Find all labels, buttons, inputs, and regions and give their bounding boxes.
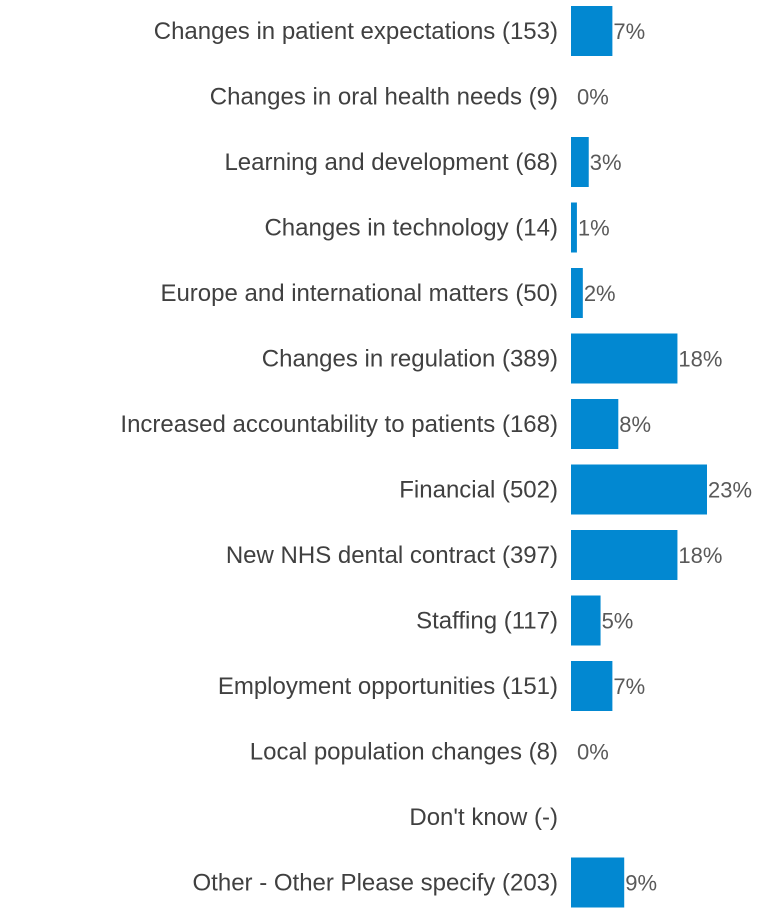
data-label: 7% <box>613 19 645 44</box>
data-label: 18% <box>678 347 722 372</box>
category-label: New NHS dental contract (397) <box>226 542 558 569</box>
data-label: 18% <box>678 543 722 568</box>
category-label: Changes in oral health needs (9) <box>210 84 558 111</box>
bar <box>571 333 678 384</box>
data-label: 3% <box>590 150 622 175</box>
bar <box>571 661 613 711</box>
bar <box>571 530 678 580</box>
data-label: 0% <box>577 85 609 110</box>
data-label: 9% <box>625 871 657 896</box>
category-label: Employment opportunities (151) <box>218 673 558 700</box>
data-label: 5% <box>602 609 634 634</box>
bar <box>571 399 619 449</box>
category-label: Increased accountability to patients (16… <box>120 411 558 438</box>
data-label: 2% <box>584 281 616 306</box>
category-label: Changes in regulation (389) <box>262 346 558 373</box>
bar <box>571 202 577 253</box>
bar <box>571 268 583 318</box>
category-label: Learning and development (68) <box>224 149 558 176</box>
category-label: Europe and international matters (50) <box>160 280 558 307</box>
bar <box>571 6 613 56</box>
category-label: Local population changes (8) <box>250 739 558 766</box>
bar <box>571 137 589 187</box>
bar <box>571 464 707 515</box>
category-label: Staffing (117) <box>416 608 558 635</box>
bar <box>571 857 625 908</box>
data-label: 1% <box>578 216 610 241</box>
data-label: 0% <box>577 740 609 765</box>
category-label: Don't know (-) <box>409 804 558 831</box>
data-label: 23% <box>708 478 752 503</box>
data-label: 8% <box>619 412 651 437</box>
category-label: Other - Other Please specify (203) <box>193 870 558 897</box>
category-label: Changes in patient expectations (153) <box>154 18 558 45</box>
data-label: 7% <box>613 674 645 699</box>
category-label: Changes in technology (14) <box>264 215 558 242</box>
bar <box>571 595 601 646</box>
category-label: Financial (502) <box>399 477 558 504</box>
